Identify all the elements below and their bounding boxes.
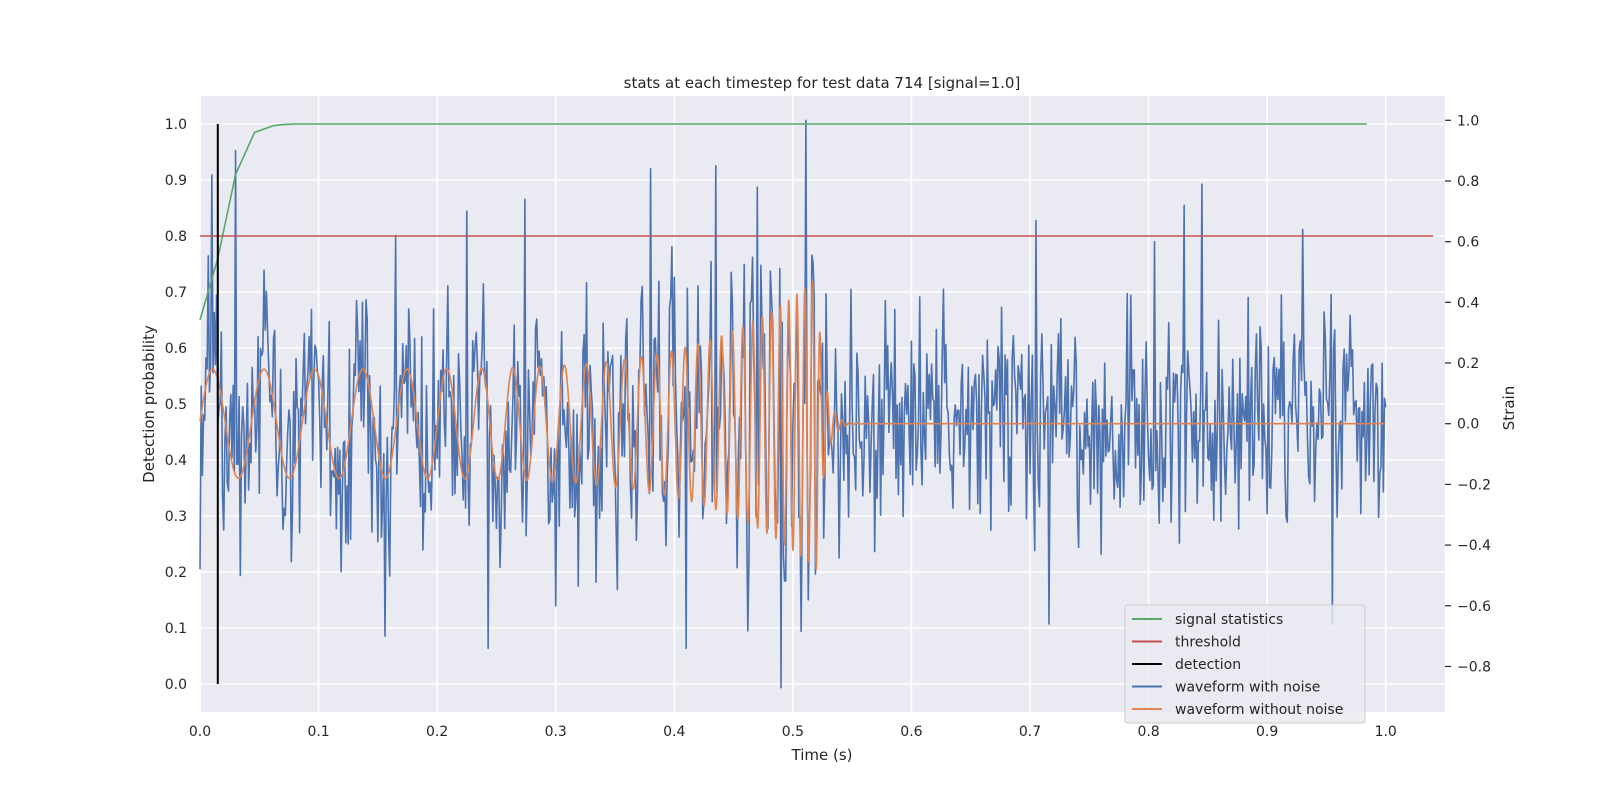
y-tick-label: 0.7 bbox=[165, 285, 187, 301]
y2-tick-label: 1.0 bbox=[1457, 113, 1479, 129]
y-tick-label: 0.0 bbox=[165, 677, 187, 693]
x-axis-label: Time (s) bbox=[791, 746, 853, 764]
x-tick-label: 0.9 bbox=[1256, 724, 1278, 740]
x-tick-label: 0.7 bbox=[1019, 724, 1041, 740]
x-tick-label: 0.0 bbox=[189, 724, 211, 740]
y-tick-label: 0.6 bbox=[165, 341, 187, 357]
x-tick-label: 0.1 bbox=[307, 724, 329, 740]
y-axis-label: Detection probability bbox=[140, 325, 158, 483]
y-tick-label: 0.1 bbox=[165, 621, 187, 637]
y-tick-label: 0.4 bbox=[165, 453, 187, 469]
chart-title: stats at each timestep for test data 714… bbox=[624, 74, 1021, 92]
legend-label: detection bbox=[1175, 657, 1241, 673]
y-axis-right: −0.8 −0.6 −0.4 −0.2 0.0 0.2 0.4 0.6 0.8 1.0 bbox=[1445, 113, 1491, 675]
legend-label: waveform without noise bbox=[1175, 702, 1343, 718]
y2-tick-label: −0.4 bbox=[1457, 538, 1491, 554]
legend-label: waveform with noise bbox=[1175, 680, 1320, 696]
x-tick-label: 0.6 bbox=[900, 724, 922, 740]
x-tick-label: 0.4 bbox=[663, 724, 685, 740]
x-tick-label: 0.5 bbox=[782, 724, 804, 740]
y2-tick-label: 0.8 bbox=[1457, 174, 1479, 190]
y-axis-left: 0.0 0.1 0.2 0.3 0.4 0.5 0.6 0.7 0.8 0.9 1.0 bbox=[165, 117, 187, 693]
legend-box bbox=[1124, 604, 1366, 724]
y2-tick-label: 0.0 bbox=[1457, 417, 1479, 433]
legend-label: signal statistics bbox=[1175, 612, 1283, 628]
series-layer bbox=[199, 119, 1434, 689]
legend: signal statistics threshold detection wavef… bbox=[1124, 604, 1366, 724]
y-tick-label: 0.2 bbox=[165, 565, 187, 581]
y-tick-label: 0.3 bbox=[165, 509, 187, 525]
y2-tick-label: −0.2 bbox=[1457, 477, 1491, 493]
x-tick-label: 0.2 bbox=[426, 724, 448, 740]
y-tick-label: 0.8 bbox=[165, 229, 187, 245]
y2-tick-label: 0.6 bbox=[1457, 235, 1479, 251]
x-tick-label: 0.8 bbox=[1137, 724, 1159, 740]
series-waveform-without-noise bbox=[199, 281, 1387, 570]
y2-tick-label: −0.8 bbox=[1457, 659, 1491, 675]
x-tick-label: 0.3 bbox=[545, 724, 567, 740]
legend-label: threshold bbox=[1175, 635, 1241, 651]
y-tick-label: 0.9 bbox=[165, 173, 187, 189]
y2-tick-label: 0.2 bbox=[1457, 356, 1479, 372]
x-tick-label: 1.0 bbox=[1375, 724, 1397, 740]
series-waveform-with-noise bbox=[199, 119, 1387, 689]
y-tick-label: 0.5 bbox=[165, 397, 187, 413]
y-tick-label: 1.0 bbox=[165, 117, 187, 133]
series-signal-statistics bbox=[199, 123, 1367, 321]
y2-tick-label: −0.6 bbox=[1457, 599, 1491, 615]
y2-axis-label: Strain bbox=[1500, 386, 1518, 430]
x-axis: 0.0 0.1 0.2 0.3 0.4 0.5 0.6 0.7 0.8 0.9 1.0 bbox=[189, 724, 1397, 740]
y2-tick-label: 0.4 bbox=[1457, 295, 1479, 311]
